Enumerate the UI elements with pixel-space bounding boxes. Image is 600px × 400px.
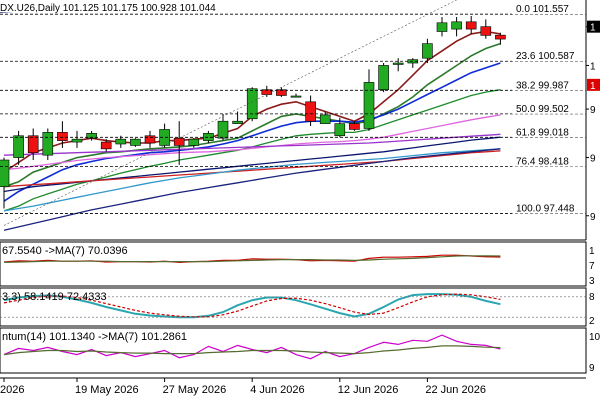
candle-body: [320, 115, 330, 124]
panel-label: 3,3) 58.1419 72.4333: [2, 291, 107, 303]
panel-tick-label: 3: [589, 276, 595, 287]
candle-body: [379, 65, 389, 89]
price-tick-label: 1: [590, 61, 596, 72]
chart-header: DX.U26,Daily 101.125 101.175 100.928 101…: [0, 3, 216, 14]
fib-label: 38.2 99.987: [516, 80, 569, 91]
candle-body: [218, 121, 228, 138]
candle-body: [174, 138, 184, 145]
panel-label: ntum(14) 101.1340 ->MA(7) 101.2861: [2, 331, 187, 343]
candle-body: [189, 139, 199, 145]
candle-body: [393, 63, 403, 64]
time-tick-label: 27 May 2026: [163, 384, 227, 396]
last-value-tag-label: 1: [590, 23, 596, 34]
candle-layer: [0, 16, 505, 208]
fib-label: 0.0 101.557: [516, 4, 569, 15]
fib-label: 76.4 98.418: [516, 156, 569, 167]
candle-body: [349, 124, 359, 130]
candle-body: [116, 139, 126, 144]
candle-body: [233, 121, 243, 123]
candle-body: [495, 35, 505, 39]
candle-body: [28, 136, 38, 153]
time-tick-label: 19 May 2026: [75, 384, 139, 396]
candle-body: [437, 23, 447, 32]
panel-tick-label: 10: [589, 332, 600, 343]
time-tick-label: 12 Jun 2026: [338, 384, 399, 396]
panel-tick-label: 2: [589, 316, 595, 327]
time-tick-label: 22 Jun 2026: [425, 384, 486, 396]
panel-tick-label: 7: [589, 261, 595, 272]
indicator-panels: 67.5540 ->MA(7) 70.0396 1 7 3 3,3) 58.1419 7…: [0, 242, 600, 374]
candle-body: [14, 136, 24, 158]
time-axis: 2026 19 May 2026 27 May 2026 4 Jun 2026 12 J…: [0, 378, 586, 396]
panel-tick-label: 8: [589, 292, 595, 303]
candle-body: [0, 160, 9, 187]
time-tick-label: 2026: [0, 384, 24, 396]
panel-tick-label: 1: [589, 246, 595, 257]
candle-body: [57, 132, 67, 140]
price-tick-label: 9: [590, 105, 596, 116]
fib-label: 61.8 99.018: [516, 127, 569, 138]
candle-body: [306, 102, 316, 121]
candle-body: [364, 82, 374, 128]
panel-label: 67.5540 ->MA(7) 70.0396: [2, 245, 128, 257]
candle-body: [145, 136, 155, 143]
fib-label: 50.0 99.502: [516, 104, 569, 115]
candle-body: [43, 132, 53, 155]
candle-body: [335, 124, 345, 136]
candle-body: [422, 44, 432, 59]
time-tick-label: 4 Jun 2026: [250, 384, 304, 396]
candle-body: [481, 27, 491, 36]
candle-body: [101, 142, 111, 149]
candle-body: [452, 22, 462, 29]
moving-average-line: [4, 149, 500, 231]
candle-body: [291, 96, 301, 97]
candle-body: [130, 139, 140, 145]
candle-body: [72, 139, 82, 142]
fib-label: 23.6 100.587: [516, 51, 575, 62]
price-tick-label: 9: [590, 154, 596, 165]
fib-label: 100.0 97.448: [516, 203, 575, 214]
panel-tick-label: 9: [589, 363, 595, 374]
candle-body: [466, 22, 476, 29]
price-tick-label: 9: [590, 212, 596, 223]
last-price-tag-label: 1: [590, 81, 596, 92]
